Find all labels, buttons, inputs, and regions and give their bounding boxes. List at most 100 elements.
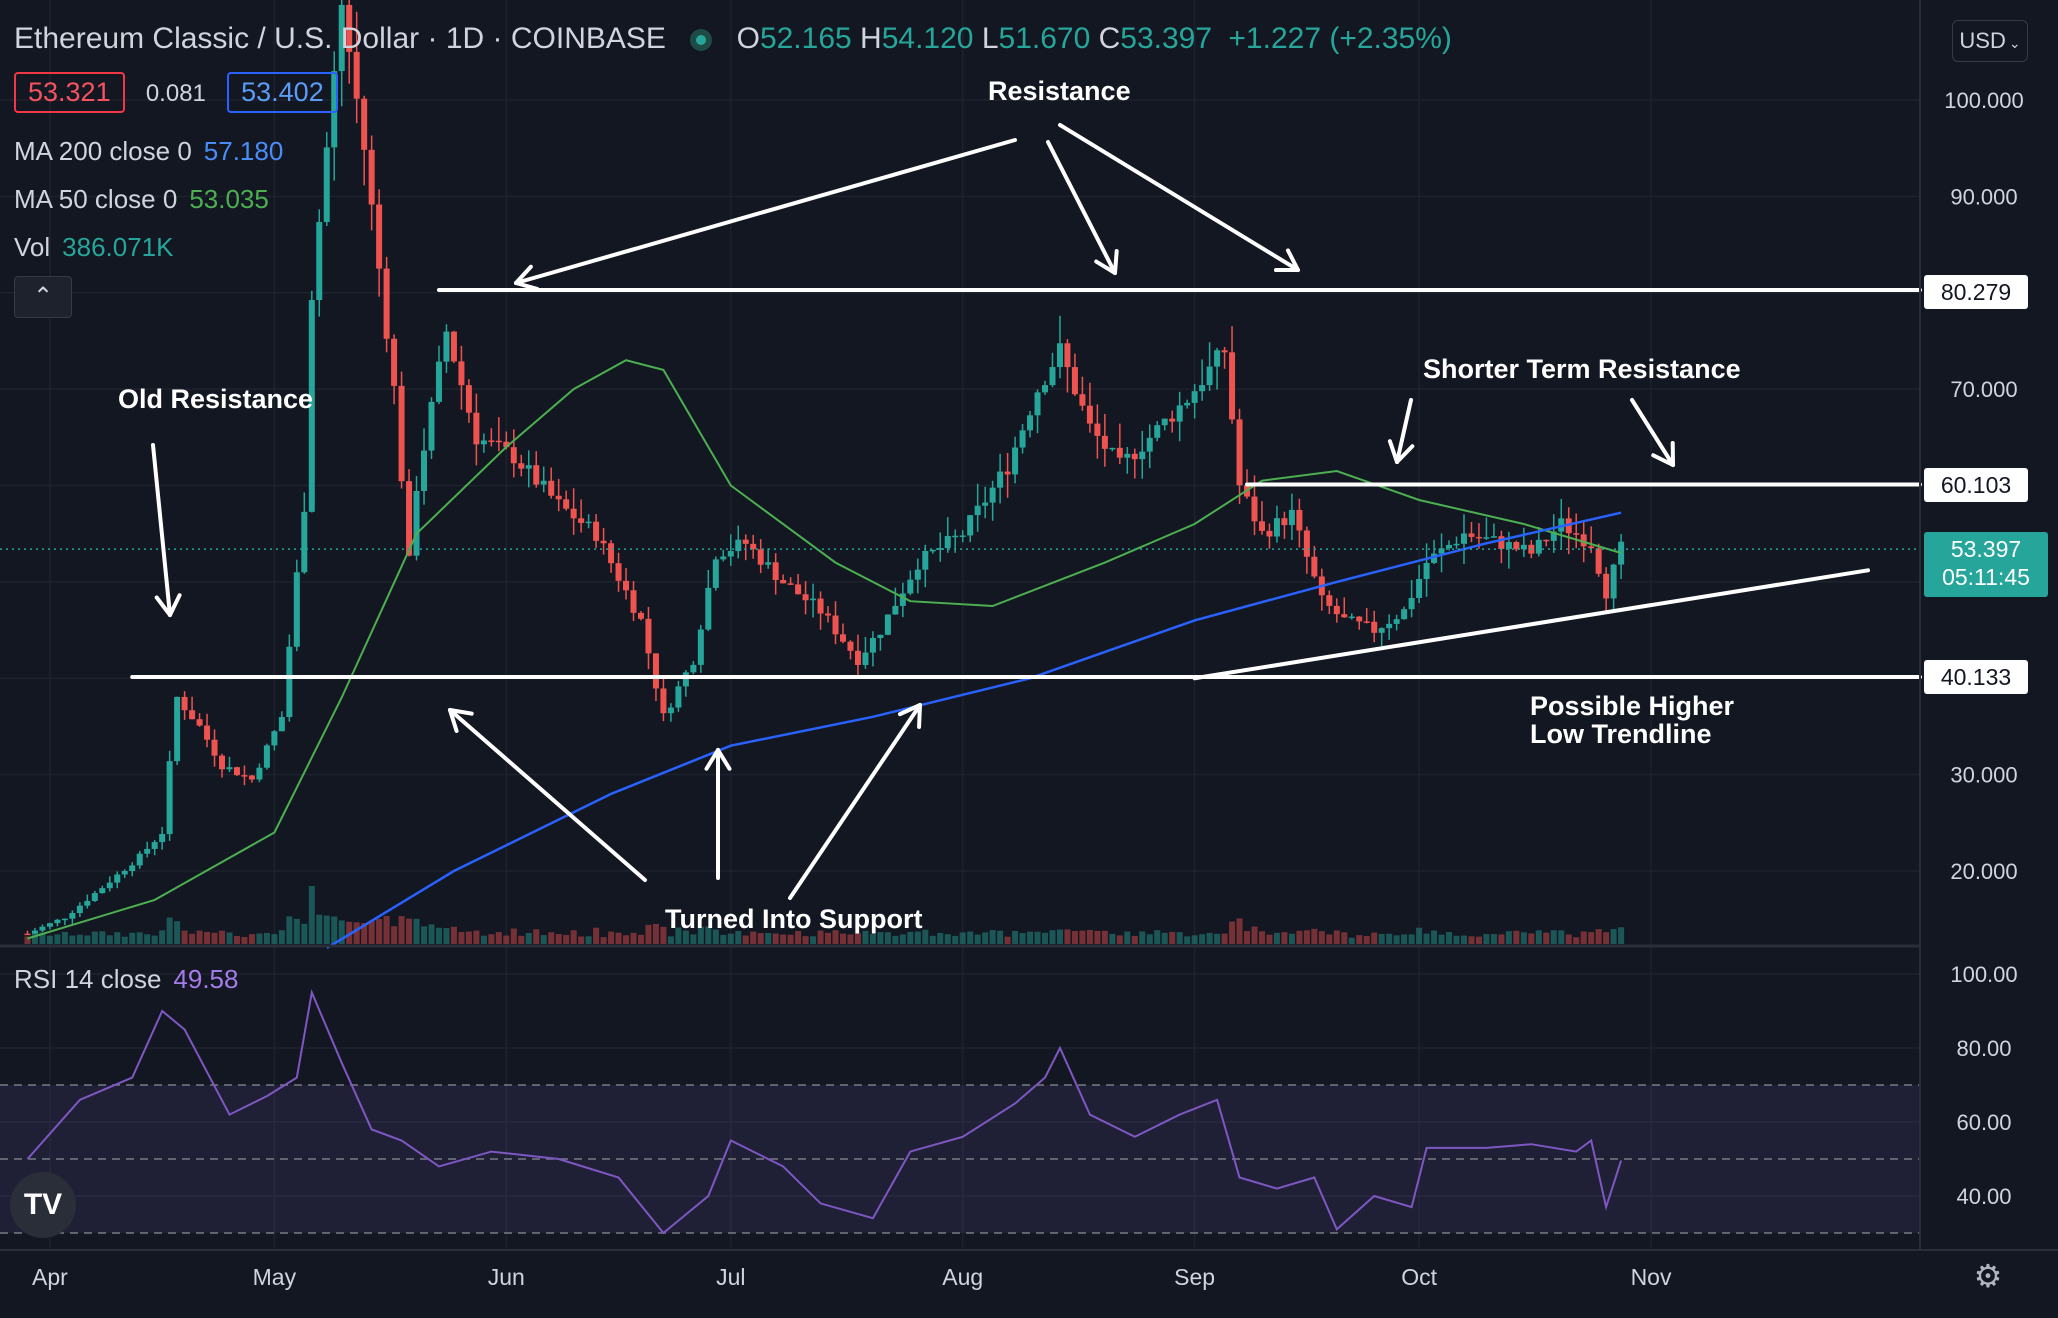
candle-body [473,412,480,445]
volume-bar [660,926,667,944]
volume-bar [608,931,615,944]
candle-body [421,450,428,491]
candle-body [1116,447,1123,458]
candle-body [1431,553,1438,563]
ma200-legend[interactable]: MA 200 close 0 57.180 [14,136,283,167]
short-resistance-arrow-1-head [1387,439,1399,464]
candle-body [1027,415,1034,431]
volume-bar [652,924,659,944]
candle-body [54,919,61,924]
volume-bar [166,917,173,944]
candle-body [600,540,607,544]
volume-bar [1079,930,1086,944]
volume-bar [705,926,712,944]
currency-selector[interactable]: USD ⌄ [1952,20,2028,62]
volume-bar [473,930,480,944]
higher-low-trendline [1192,568,1870,681]
volume-bar [1378,933,1385,944]
volume-bar [1229,921,1236,944]
volume-bar [1423,933,1430,944]
volume-bar [391,926,398,944]
candle-body [1483,537,1490,539]
rsi-legend[interactable]: RSI 14 close 49.58 [14,964,238,995]
candle-body [1573,533,1580,535]
candle-body [1176,405,1183,422]
volume-bar [1146,934,1153,944]
gear-icon[interactable]: ⚙ [1973,1258,2003,1294]
open-label: O [736,22,760,55]
support-arrow-3 [788,703,922,900]
tradingview-logo-icon[interactable]: TV [10,1172,76,1238]
bid-button[interactable]: 53.321 [14,72,125,113]
rsi-tick-label: 60.00 [1956,1110,2011,1135]
volume-bar [46,935,53,944]
rsi-tick-label: 80.00 [1956,1036,2011,1061]
volume-bar [121,936,128,944]
volume-bar [353,922,360,944]
ma200-label: MA 200 close 0 [14,136,192,166]
volume-bar [1498,934,1505,944]
candle-body [1610,564,1617,599]
volume-bar [398,916,405,944]
candle-body [121,871,128,875]
candle-body [91,893,98,901]
old-resistance-arrow [151,443,172,617]
volume-bar [1071,931,1078,944]
candle-body [353,51,360,99]
volume-bar [892,935,899,944]
ask-button[interactable]: 53.402 [227,72,338,113]
candle-body [1161,418,1168,426]
volume-bar [151,935,158,944]
candle-body [338,4,345,72]
volume-bar [458,931,465,944]
volume-bar [91,931,98,944]
candle-body [316,221,323,301]
volume-bar [525,932,532,944]
candle-body [443,331,450,362]
interval-label[interactable]: 1D [445,22,485,55]
volume-legend[interactable]: Vol 386.071K [14,232,173,263]
candle-body [204,725,211,740]
volume-bar [376,919,383,944]
rsi-tick-label: 40.00 [1956,1184,2011,1209]
volume-bar [1244,931,1251,944]
candle-body [1341,614,1348,618]
candle-body [383,268,390,339]
candle-body [196,719,203,726]
volume-bar [219,930,226,944]
candle-body [1543,539,1550,542]
ma50-legend[interactable]: MA 50 close 0 53.035 [14,184,269,215]
volume-bar [84,935,91,944]
symbol-name[interactable]: Ethereum Classic / U.S. Dollar [14,22,420,55]
candle-body [1311,556,1318,577]
collapse-legend-button[interactable]: ⌃ [14,276,72,318]
candle-body [1468,533,1475,537]
volume-bar [907,931,914,944]
candle-body [1101,435,1108,449]
candle-body [1004,471,1011,475]
volume-bar [712,929,719,944]
candle-body [144,848,151,854]
candle-body [136,853,143,866]
candle-body [189,710,196,720]
candle-body [540,480,547,485]
candle-body [323,147,330,222]
candle-body [787,583,794,585]
candle-body [1273,518,1280,537]
candle-body [877,634,884,639]
volume-bar [1258,931,1265,944]
volume-bar [106,935,113,944]
candle-body [892,605,899,615]
resistance-arrow-1 [514,138,1017,285]
volume-bar [308,886,315,944]
rsi-value: 49.58 [173,964,239,994]
candle-body [1595,548,1602,574]
volume-bar [383,916,390,944]
candle-body [263,745,270,768]
candle-body [106,882,113,889]
candle-body [563,499,570,509]
candle-body [1475,536,1482,539]
volume-bar [563,935,570,944]
bar-countdown: 05:11:45 [1942,564,2030,590]
